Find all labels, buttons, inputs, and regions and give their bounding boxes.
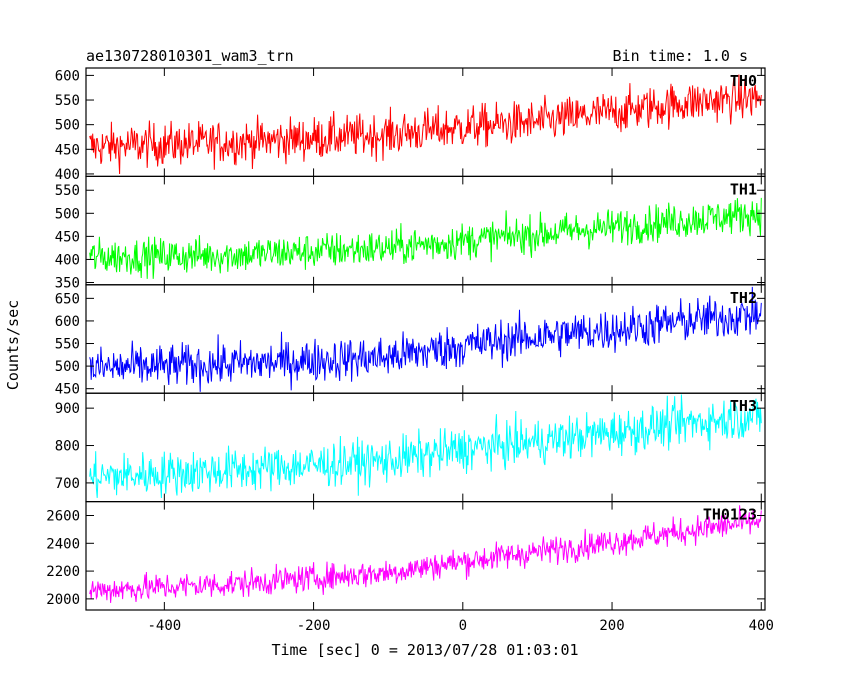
- y-tick-label: 600: [55, 68, 80, 84]
- series-th0-line: [89, 74, 762, 175]
- panel-label-th0: TH0: [730, 72, 757, 90]
- y-axis-title: Counts/sec: [4, 300, 22, 390]
- x-tick-label: 400: [749, 618, 774, 634]
- y-tick-label: 700: [55, 476, 80, 492]
- y-tick-label: 350: [55, 275, 80, 291]
- x-tick-label: 0: [459, 618, 467, 634]
- y-tick-label: 2000: [46, 592, 80, 608]
- y-tick-label: 450: [55, 229, 80, 245]
- y-tick-label: 500: [55, 118, 80, 134]
- panels-group: 400 450 500 550 600 TH0 350 400 450 500 550 TH1 450 5…: [46, 67, 774, 634]
- panel-label-th0123: TH0123: [703, 506, 757, 524]
- panel-frame: [85, 175, 766, 286]
- series-th1-line: [89, 197, 762, 279]
- panel-label-th2: TH2: [730, 289, 757, 307]
- y-tick-label: 500: [55, 359, 80, 375]
- y-tick-label: 550: [55, 93, 80, 109]
- x-axis-title: Time [sec] 0 = 2013/07/28 01:03:01: [271, 641, 578, 659]
- y-tick-label: 900: [55, 401, 80, 417]
- y-tick-label: 600: [55, 314, 80, 330]
- y-tick-label: 400: [55, 167, 80, 183]
- panel-label-th3: TH3: [730, 397, 757, 415]
- y-tick-label: 650: [55, 291, 80, 307]
- chart-title: ae130728010301_wam3_trn: [86, 47, 294, 65]
- series-th3-line: [89, 394, 762, 499]
- y-tick-label: 500: [55, 206, 80, 222]
- y-tick-label: 450: [55, 382, 80, 398]
- y-tick-label: 2200: [46, 564, 80, 580]
- x-tick-label: -200: [297, 618, 331, 634]
- x-tick-label: 200: [599, 618, 624, 634]
- x-tick-label: -400: [147, 618, 181, 634]
- y-tick-label: 550: [55, 337, 80, 353]
- series-th0123-line: [89, 505, 762, 603]
- series-th2-line: [89, 286, 762, 392]
- y-tick-label: 400: [55, 252, 80, 268]
- y-tick-label: 2600: [46, 508, 80, 524]
- bin-time-label: Bin time: 1.0 s: [613, 47, 748, 65]
- panel-frame: [85, 284, 766, 394]
- y-tick-label: 550: [55, 183, 80, 199]
- panel-label-th1: TH1: [730, 180, 757, 198]
- y-tick-label: 800: [55, 439, 80, 455]
- panel-frame: [85, 501, 766, 611]
- y-tick-label: 2400: [46, 536, 80, 552]
- y-tick-label: 450: [55, 142, 80, 158]
